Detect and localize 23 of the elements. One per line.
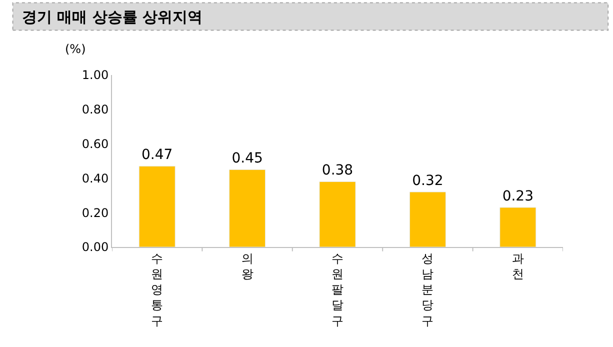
chart-title: 경기 매매 상승률 상위지역 xyxy=(22,8,203,26)
y-tick-label: 0.20 xyxy=(82,206,109,220)
bar xyxy=(500,207,536,247)
bar xyxy=(138,166,176,247)
x-tick-label: 의왕 xyxy=(241,251,254,281)
y-tick-label: 0.40 xyxy=(82,171,109,186)
y-axis-title: (%) xyxy=(65,42,86,56)
y-tick-label: 0.60 xyxy=(82,137,109,151)
x-tick-label: 과천 xyxy=(512,251,524,281)
bar xyxy=(229,169,266,247)
y-tick-label: 0.80 xyxy=(82,102,109,117)
data-label: 0.32 xyxy=(412,172,444,189)
x-tick-label: 수원팔달구 xyxy=(332,251,344,328)
y-tick-label: 1.00 xyxy=(82,68,109,82)
data-label: 0.47 xyxy=(142,147,173,164)
bar xyxy=(319,181,356,247)
x-tick-label: 성남분당구 xyxy=(422,251,434,328)
data-label: 0.38 xyxy=(322,162,354,179)
x-tick-label: 수원영통구 xyxy=(151,251,164,328)
y-tick-label: 0.00 xyxy=(82,240,109,254)
data-label: 0.23 xyxy=(502,188,534,204)
bar xyxy=(409,192,446,247)
data-label: 0.45 xyxy=(232,150,263,167)
